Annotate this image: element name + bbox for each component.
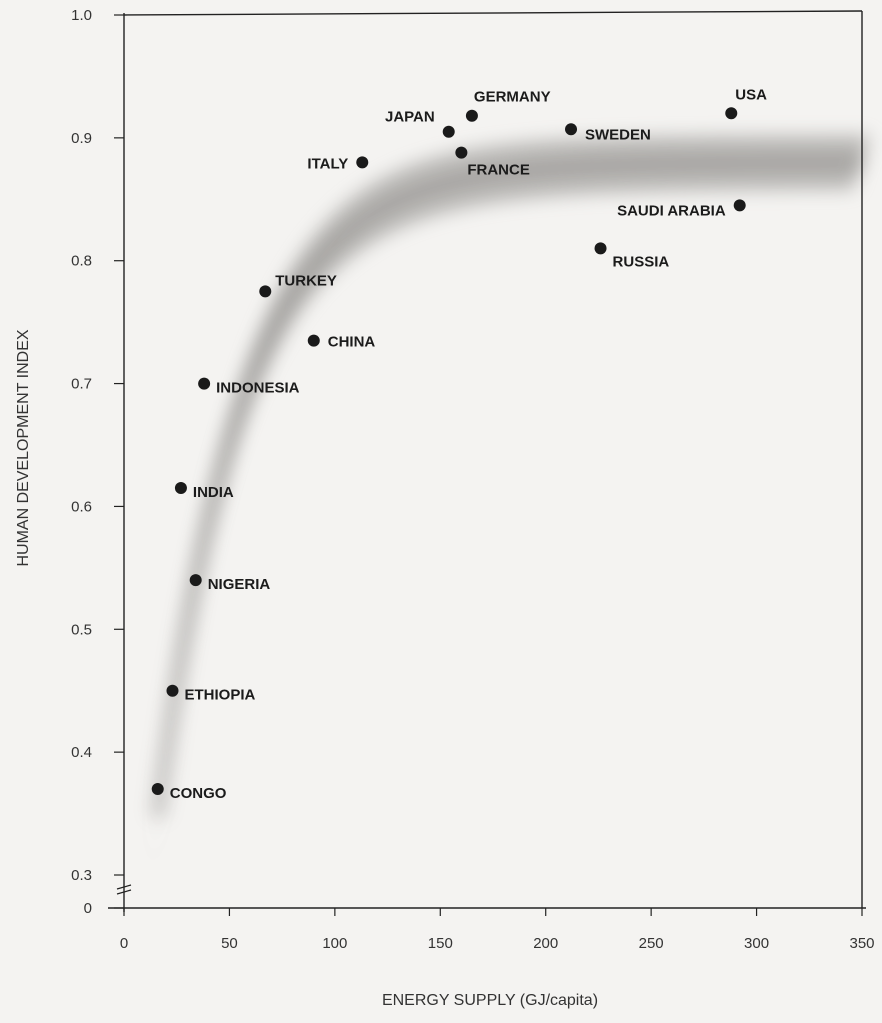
data-point <box>565 123 578 136</box>
data-point <box>166 684 179 697</box>
y-tick-label: 1.0 <box>71 7 92 24</box>
x-axis-title: ENERGY SUPPLY (GJ/capita) <box>382 992 598 1009</box>
data-point <box>442 125 455 138</box>
x-tick-label: 350 <box>849 935 874 952</box>
y-tick-label: 0.3 <box>71 867 92 884</box>
point-label: INDIA <box>193 484 234 501</box>
data-point <box>151 783 164 795</box>
data-point <box>725 107 738 120</box>
axis-break-mark <box>116 889 132 895</box>
point-label: NIGERIA <box>208 576 271 593</box>
x-tick-label: 250 <box>639 935 664 952</box>
trend-band <box>145 135 871 921</box>
point-label: GERMANY <box>474 89 551 106</box>
point-label: CONGO <box>170 785 227 802</box>
point-label: FRANCE <box>467 162 530 179</box>
y-axis-title: HUMAN DEVELOPMENT INDEX <box>15 329 32 566</box>
point-label: USA <box>735 86 767 103</box>
data-point <box>356 156 369 169</box>
data-point <box>733 199 746 212</box>
point-label: TURKEY <box>275 272 337 289</box>
point-label: RUSSIA <box>613 253 670 270</box>
y-tick-label: 0.8 <box>71 253 92 270</box>
y-tick-label: 0.5 <box>71 621 92 638</box>
data-point <box>174 482 187 494</box>
data-point <box>259 285 272 298</box>
top-frame-line <box>123 10 863 16</box>
data-point <box>465 109 478 122</box>
axes <box>108 10 866 916</box>
y-tick-label: 0.4 <box>71 744 92 761</box>
y-tick-label: 0 <box>84 900 92 917</box>
point-label: INDONESIA <box>216 380 300 397</box>
x-tick-label: 300 <box>744 935 769 952</box>
data-point <box>189 574 202 587</box>
x-tick-label: 0 <box>120 935 128 952</box>
data-point <box>307 334 320 347</box>
data-point <box>455 146 468 159</box>
x-tick-label: 200 <box>533 935 558 952</box>
y-tick-label: 0.7 <box>71 376 92 393</box>
axis-break-mark <box>116 884 132 890</box>
point-label: CHINA <box>328 334 376 351</box>
tick-labels: 0 50 100 150 200 250 300 350 0 0.3 0.4 0.5 0.6 0.7 0.8… <box>71 7 874 952</box>
point-labels: CONGO ETHIOPIA NIGERIA INDIA INDONESIA TURKEY… <box>170 86 767 802</box>
data-points <box>151 107 746 795</box>
data-point <box>594 242 607 255</box>
point-label: SWEDEN <box>585 126 651 143</box>
x-tick-label: 150 <box>428 935 453 952</box>
point-label: ETHIOPIA <box>184 687 255 704</box>
x-tick-label: 50 <box>221 935 238 952</box>
y-tick-label: 0.6 <box>71 498 92 515</box>
x-tick-label: 100 <box>322 935 347 952</box>
point-label: JAPAN <box>385 109 435 126</box>
point-label: ITALY <box>307 155 348 172</box>
trend-band-shape <box>145 135 871 921</box>
y-tick-label: 0.9 <box>71 130 92 147</box>
point-label: SAUDI ARABIA <box>617 202 726 219</box>
trend-band-core <box>150 155 862 818</box>
data-point <box>198 377 211 390</box>
